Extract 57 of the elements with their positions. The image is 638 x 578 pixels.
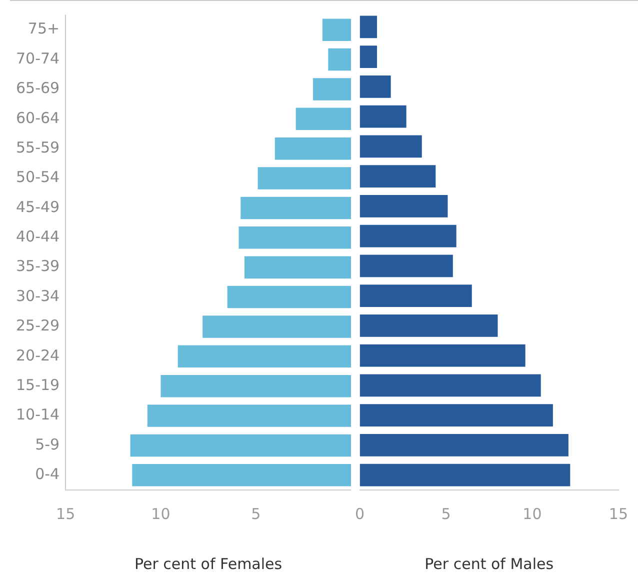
bar (360, 194, 448, 218)
bar (360, 464, 570, 486)
x-tick-label: 5 (441, 504, 451, 523)
bar (178, 345, 351, 368)
y-tick-label: 30-34 (16, 286, 60, 305)
y-tick-label: 0-4 (35, 465, 60, 484)
bar (147, 404, 351, 427)
y-tick-label: 65-69 (16, 79, 60, 98)
bar (328, 48, 351, 71)
x-axis-title: Per cent of Males (424, 554, 554, 573)
x-tick-label: 15 (608, 504, 628, 523)
bar (360, 434, 568, 456)
y-tick-label: 40-44 (16, 228, 60, 246)
y-tick-label: 5-9 (35, 435, 60, 454)
bar (130, 434, 351, 457)
y-tick-label: 20-24 (16, 346, 60, 364)
y-tick-label: 75+ (28, 20, 60, 38)
y-tick-label: 15-19 (16, 376, 60, 394)
bar (360, 344, 526, 367)
y-tick-label: 10-14 (16, 406, 60, 424)
bar (360, 314, 498, 337)
bar (360, 105, 406, 128)
bar (160, 374, 351, 398)
x-tick-label: 5 (251, 504, 261, 523)
bar (360, 404, 553, 427)
bar (360, 75, 391, 98)
bar (296, 108, 351, 130)
y-tick-label: 25-29 (16, 316, 60, 335)
bar (240, 196, 351, 220)
bar (258, 167, 351, 190)
bar (360, 284, 472, 308)
y-tick-label: 70-74 (16, 49, 60, 68)
y-tick-label: 50-54 (16, 168, 60, 186)
bar (312, 78, 351, 100)
bar (360, 135, 422, 158)
y-tick-label: 35-39 (16, 257, 60, 276)
bar (360, 224, 456, 248)
bar (202, 316, 351, 338)
bar (227, 286, 351, 308)
bar (360, 165, 436, 188)
bar (244, 256, 351, 278)
bar (360, 16, 378, 38)
y-tick-label: 45-49 (16, 198, 60, 216)
x-tick-label: 10 (522, 504, 542, 523)
x-tick-label: 15 (56, 504, 76, 523)
y-tick-label: 55-59 (16, 138, 60, 156)
bar (360, 254, 453, 278)
bar (360, 374, 541, 397)
x-tick-label: 10 (151, 504, 170, 523)
y-tick-label: 60-64 (16, 108, 60, 127)
bar (132, 464, 351, 486)
x-axis-title: Per cent of Females (134, 554, 282, 573)
bar (238, 226, 351, 249)
bar (274, 137, 351, 160)
x-tick-label: 0 (355, 504, 365, 523)
bar (360, 46, 378, 68)
bar (322, 18, 351, 41)
